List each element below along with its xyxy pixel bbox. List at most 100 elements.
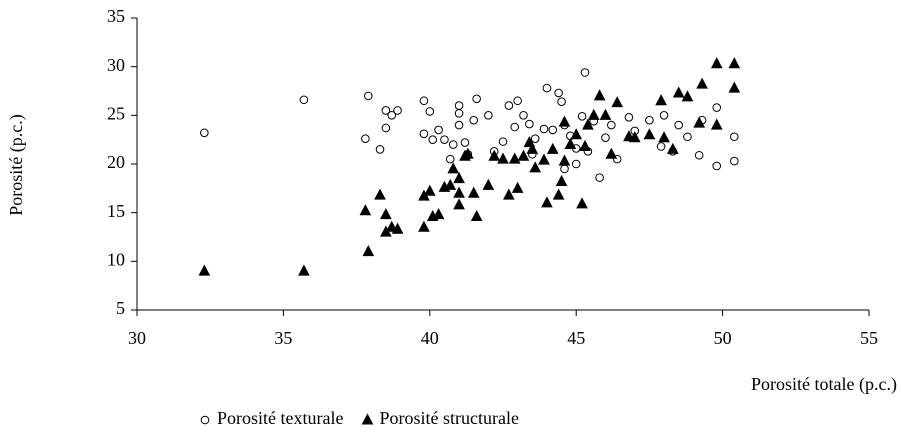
point — [546, 142, 559, 154]
point — [593, 89, 606, 101]
point — [374, 188, 386, 200]
x-tick-label: 55 — [860, 328, 878, 348]
point — [552, 188, 565, 200]
point — [577, 112, 587, 121]
point — [453, 172, 465, 184]
point — [381, 123, 391, 133]
point — [508, 152, 521, 164]
point — [659, 111, 669, 120]
y-tick-label: 35 — [107, 6, 125, 26]
point — [460, 138, 470, 147]
point — [712, 103, 722, 112]
point — [387, 111, 397, 120]
point — [364, 91, 373, 101]
y-tick-label: 15 — [107, 201, 125, 221]
point — [681, 90, 694, 102]
point — [375, 145, 385, 154]
point — [628, 131, 641, 143]
point — [570, 128, 583, 140]
point — [580, 68, 590, 77]
point — [454, 109, 464, 118]
x-tick-label: 30 — [128, 328, 146, 348]
point — [467, 186, 480, 198]
point — [504, 101, 514, 110]
y-tick-label: 10 — [107, 249, 125, 269]
point — [445, 154, 455, 164]
x-tick-label: 40 — [421, 328, 439, 348]
point — [525, 119, 534, 129]
y-tick-label: 5 — [116, 298, 125, 318]
x-tick-label: 35 — [274, 328, 292, 348]
point — [511, 181, 524, 193]
point — [645, 115, 654, 125]
point — [423, 184, 436, 196]
point — [448, 140, 458, 149]
point — [576, 197, 588, 209]
point — [359, 204, 372, 216]
point — [200, 128, 209, 138]
point — [519, 111, 528, 120]
y-axis-label: Porosité (p.c.) — [6, 114, 27, 215]
point — [472, 94, 481, 104]
point — [462, 147, 474, 159]
point — [560, 164, 569, 174]
point — [419, 96, 429, 106]
point — [298, 264, 310, 276]
point — [484, 111, 493, 120]
legend-marker — [200, 415, 210, 425]
point — [470, 209, 483, 222]
point — [666, 142, 679, 154]
point — [447, 162, 460, 174]
x-tick-label: 45 — [567, 328, 585, 348]
point — [425, 107, 435, 116]
point — [674, 120, 683, 130]
point — [418, 220, 430, 232]
point — [497, 152, 509, 164]
point — [728, 57, 741, 69]
point — [299, 95, 309, 105]
point — [530, 134, 540, 143]
point — [434, 125, 443, 135]
point — [469, 115, 479, 125]
point — [428, 135, 438, 144]
point — [503, 188, 515, 200]
y-tick-label: 25 — [107, 103, 125, 123]
point — [582, 118, 594, 130]
point — [454, 120, 464, 130]
point — [541, 196, 553, 208]
point — [362, 245, 375, 257]
point — [361, 134, 370, 143]
point — [538, 153, 550, 165]
point — [672, 86, 685, 98]
point — [607, 120, 616, 130]
point — [696, 77, 708, 89]
legend-marker — [361, 413, 374, 425]
point — [611, 96, 624, 108]
y-tick-label: 30 — [107, 55, 125, 75]
point — [683, 132, 692, 142]
point — [419, 129, 429, 139]
point — [432, 208, 445, 220]
point — [440, 135, 449, 144]
point — [558, 115, 571, 127]
point — [712, 161, 722, 171]
point — [587, 108, 600, 120]
point — [542, 83, 552, 93]
point — [601, 133, 610, 143]
point — [454, 101, 464, 110]
point — [529, 161, 542, 173]
point — [579, 139, 591, 151]
point — [658, 131, 670, 143]
point — [558, 154, 571, 166]
point — [555, 174, 568, 187]
point — [571, 159, 581, 169]
point — [453, 186, 465, 198]
point — [557, 97, 566, 107]
point — [517, 149, 530, 161]
point — [564, 137, 577, 150]
point — [498, 137, 508, 146]
point — [656, 142, 666, 151]
point — [693, 116, 706, 128]
point — [595, 173, 604, 182]
